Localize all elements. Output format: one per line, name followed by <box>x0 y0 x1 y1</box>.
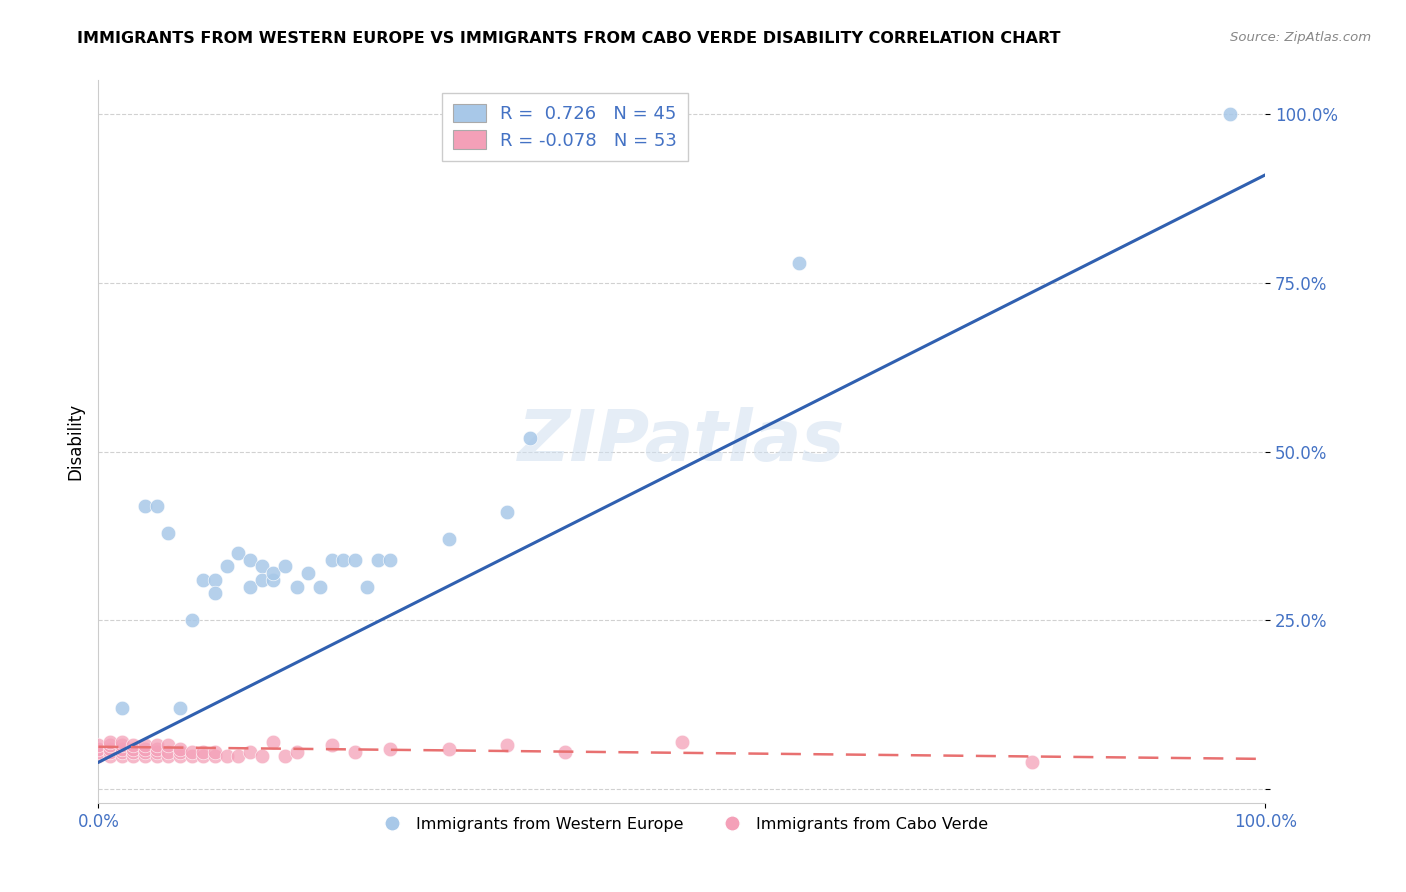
Point <box>87 748 110 763</box>
Point <box>262 566 284 581</box>
Point <box>239 745 262 759</box>
Point <box>111 741 134 756</box>
Point <box>554 745 576 759</box>
Point <box>671 735 693 749</box>
Point <box>87 745 110 759</box>
Point <box>262 573 284 587</box>
Point <box>297 566 319 581</box>
Text: IMMIGRANTS FROM WESTERN EUROPE VS IMMIGRANTS FROM CABO VERDE DISABILITY CORRELAT: IMMIGRANTS FROM WESTERN EUROPE VS IMMIGR… <box>77 31 1062 46</box>
Point <box>496 739 519 753</box>
Point <box>157 745 180 759</box>
Legend: Immigrants from Western Europe, Immigrants from Cabo Verde: Immigrants from Western Europe, Immigran… <box>370 811 994 838</box>
Point <box>134 741 156 756</box>
Point <box>98 739 121 753</box>
Point <box>239 580 262 594</box>
Point <box>134 499 156 513</box>
Point <box>367 552 389 566</box>
Point <box>285 580 308 594</box>
Point <box>204 748 226 763</box>
Point <box>98 741 121 756</box>
Point <box>274 559 297 574</box>
Point <box>274 748 297 763</box>
Point <box>111 748 134 763</box>
Point <box>193 745 215 759</box>
Point <box>180 745 202 759</box>
Point <box>215 559 238 574</box>
Point <box>98 735 121 749</box>
Point <box>157 748 180 763</box>
Point <box>262 735 284 749</box>
Y-axis label: Disability: Disability <box>66 403 84 480</box>
Point <box>309 580 332 594</box>
Point <box>356 580 378 594</box>
Point <box>111 735 134 749</box>
Point <box>250 559 273 574</box>
Point <box>146 748 169 763</box>
Point <box>204 573 226 587</box>
Point <box>1021 756 1043 770</box>
Point <box>122 739 145 753</box>
Point <box>332 552 354 566</box>
Point <box>380 552 402 566</box>
Point <box>321 739 343 753</box>
Point <box>122 745 145 759</box>
Point <box>157 739 180 753</box>
Point <box>321 552 343 566</box>
Point <box>87 739 110 753</box>
Point <box>134 739 156 753</box>
Point <box>111 745 134 759</box>
Point <box>193 748 215 763</box>
Point <box>204 586 226 600</box>
Point <box>250 573 273 587</box>
Point <box>285 745 308 759</box>
Point <box>344 552 367 566</box>
Point <box>239 552 262 566</box>
Point <box>122 741 145 756</box>
Point <box>215 748 238 763</box>
Point <box>146 745 169 759</box>
Point <box>344 745 367 759</box>
Point <box>134 745 156 759</box>
Point <box>157 525 180 540</box>
Point <box>169 745 191 759</box>
Point <box>519 431 541 445</box>
Point <box>111 701 134 715</box>
Point <box>98 748 121 763</box>
Text: ZIPatlas: ZIPatlas <box>519 407 845 476</box>
Point <box>437 533 460 547</box>
Point <box>1219 107 1241 121</box>
Point <box>180 748 202 763</box>
Point <box>169 701 191 715</box>
Text: Source: ZipAtlas.com: Source: ZipAtlas.com <box>1230 31 1371 45</box>
Point <box>437 741 460 756</box>
Point <box>169 748 191 763</box>
Point <box>228 748 250 763</box>
Point <box>98 745 121 759</box>
Point <box>134 748 156 763</box>
Point <box>111 739 134 753</box>
Point <box>193 573 215 587</box>
Point <box>146 739 169 753</box>
Point <box>169 741 191 756</box>
Point <box>228 546 250 560</box>
Point <box>380 741 402 756</box>
Point <box>180 614 202 628</box>
Point <box>787 255 810 269</box>
Point <box>496 505 519 519</box>
Point <box>122 748 145 763</box>
Point <box>250 748 273 763</box>
Point <box>146 741 169 756</box>
Point <box>204 745 226 759</box>
Point <box>146 499 169 513</box>
Point <box>87 741 110 756</box>
